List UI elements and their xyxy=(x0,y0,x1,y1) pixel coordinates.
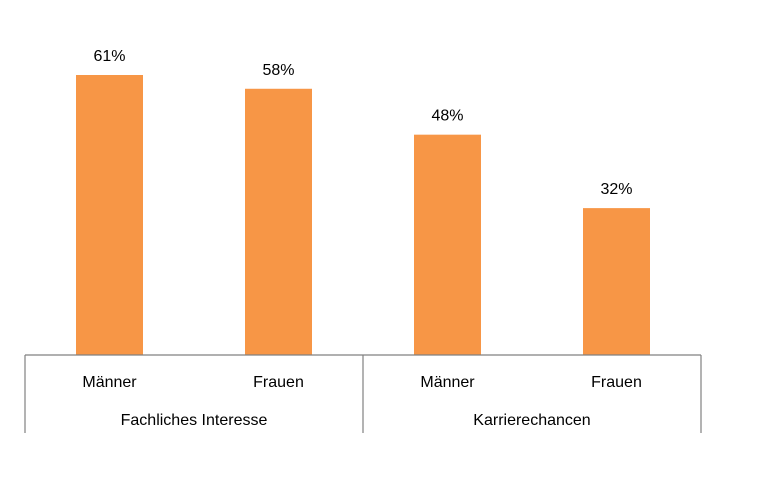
category-tick-label: Männer xyxy=(82,374,137,391)
category-tick-label: Frauen xyxy=(591,374,642,391)
group-labels-layer: Fachliches Interesse Karrierechancen xyxy=(121,412,591,429)
category-tick-label: Männer xyxy=(420,374,475,391)
value-labels-layer: 61% 58% 48% 32% xyxy=(93,48,632,198)
bar xyxy=(245,88,312,355)
data-label: 58% xyxy=(262,62,294,79)
bar xyxy=(583,208,650,355)
group-tick-label: Fachliches Interesse xyxy=(121,412,268,429)
category-tick-label: Frauen xyxy=(253,374,304,391)
category-axis xyxy=(24,354,702,433)
bar xyxy=(76,75,143,355)
data-label: 61% xyxy=(93,48,125,65)
bar xyxy=(414,134,481,355)
group-tick-label: Karrierechancen xyxy=(473,412,590,429)
category-labels-layer: Männer Frauen Männer Frauen xyxy=(82,374,641,391)
data-label: 32% xyxy=(600,181,632,198)
bars-layer xyxy=(76,75,650,355)
data-label: 48% xyxy=(431,108,463,125)
